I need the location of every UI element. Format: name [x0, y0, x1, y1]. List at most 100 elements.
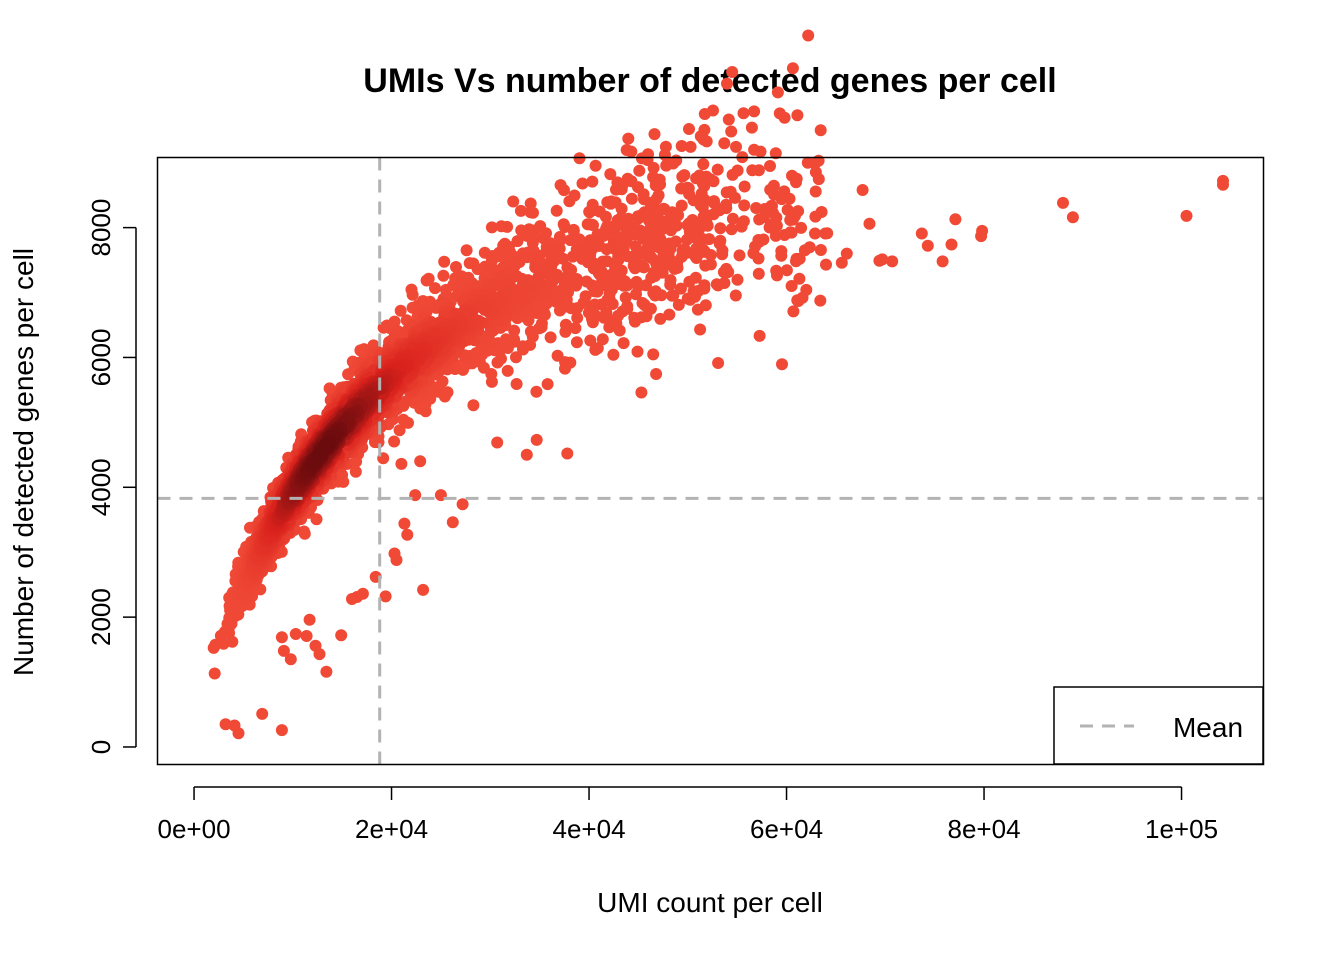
scatter-point: [654, 312, 667, 325]
scatter-point: [637, 232, 650, 245]
scatter-point: [256, 707, 269, 720]
scatter-point: [725, 125, 738, 138]
scatter-point: [524, 325, 537, 338]
scatter-point: [625, 145, 638, 158]
scatter-point: [809, 227, 821, 240]
scatter-point: [298, 525, 310, 538]
scatter-point: [558, 184, 570, 197]
scatter-point: [314, 446, 327, 459]
scatter-point: [752, 164, 765, 177]
scatter-point: [579, 290, 592, 303]
chart-title: UMIs Vs number of detected genes per cel…: [363, 62, 1056, 100]
scatter-point: [460, 244, 473, 257]
scatter-point: [508, 324, 521, 337]
scatter-point: [790, 252, 803, 265]
scatter-point: [507, 195, 520, 208]
scatter-point: [803, 241, 816, 254]
scatter-point: [510, 351, 522, 364]
scatter-point: [698, 108, 711, 120]
y-tick-label: 8000: [86, 199, 116, 257]
scatter-point: [583, 206, 596, 219]
scatter-point: [945, 238, 958, 251]
scatter-point: [814, 294, 827, 307]
scatter-point: [835, 256, 848, 269]
scatter-point: [349, 465, 362, 478]
scatter-point: [975, 230, 988, 243]
scatter-point: [615, 202, 628, 215]
scatter-point: [628, 311, 641, 324]
scatter-point: [726, 212, 739, 225]
scatter-point: [750, 202, 763, 214]
scatter-point: [664, 274, 677, 287]
scatter-point: [730, 140, 742, 153]
scatter-point: [663, 308, 676, 321]
scatter-point: [675, 140, 688, 152]
scatter-point: [815, 206, 828, 218]
scatter-point: [684, 140, 697, 153]
scatter-point: [395, 457, 408, 470]
scatter-point: [551, 349, 564, 362]
scatter-point: [446, 516, 459, 529]
scatter-point: [770, 264, 783, 277]
scatter-point: [676, 170, 689, 183]
scatter-point: [1180, 209, 1193, 222]
scatter-point: [580, 275, 593, 288]
scatter-point: [722, 113, 735, 126]
scatter-point: [752, 234, 765, 246]
legend: Mean: [1053, 686, 1264, 765]
scatter-point: [208, 667, 221, 680]
scatter-point: [631, 345, 644, 358]
scatter-point: [647, 161, 660, 174]
x-tick-label: 0e+00: [158, 814, 231, 844]
scatter-point: [795, 221, 808, 234]
scatter-point: [1066, 211, 1079, 224]
scatter-point: [456, 498, 469, 511]
scatter-point: [397, 413, 410, 426]
scatter-point: [491, 436, 504, 449]
scatter-point: [563, 195, 576, 208]
scatter-point: [401, 528, 414, 541]
scatter-point: [738, 199, 751, 212]
y-axis: 0 2000 4000 6000 8000: [86, 199, 137, 754]
scatter-point: [690, 242, 703, 255]
scatter-point: [629, 240, 642, 253]
scatter-point: [393, 424, 406, 437]
scatter-point: [725, 223, 738, 236]
scatter-point: [764, 160, 776, 172]
scatter-point: [650, 368, 663, 380]
scatter-point: [689, 271, 702, 284]
scatter-point: [541, 378, 554, 391]
scatter-point: [388, 435, 401, 448]
scatter-point: [438, 255, 451, 268]
y-tick-label: 4000: [86, 458, 116, 516]
scatter-point: [417, 583, 430, 596]
scatter-point: [737, 215, 750, 228]
scatter-point: [346, 593, 358, 605]
scatter-point: [808, 157, 821, 170]
scatter-point: [529, 261, 542, 274]
scatter-point: [530, 385, 543, 398]
scatter-point: [586, 175, 599, 188]
scatter-point: [622, 132, 635, 145]
scatter-point: [633, 164, 646, 177]
scatter-point: [406, 288, 419, 301]
scatter-point: [840, 247, 853, 260]
scatter-point: [714, 222, 727, 235]
scatter-point: [398, 517, 411, 530]
scatter-point: [604, 197, 617, 210]
x-tick-label: 6e+04: [750, 814, 823, 844]
x-tick-label: 8e+04: [948, 814, 1021, 844]
scatter-point: [793, 272, 806, 285]
scatter-point: [856, 184, 869, 196]
scatter-point: [729, 289, 742, 302]
scatter-point: [666, 289, 679, 302]
scatter-point: [712, 357, 725, 369]
scatter-point: [437, 269, 450, 282]
scatter-point: [320, 665, 333, 678]
scatter-point: [694, 323, 707, 336]
scatter-point: [520, 448, 533, 461]
scatter-point: [726, 168, 739, 181]
scatter-point: [394, 304, 407, 317]
scatter-point: [429, 282, 441, 295]
